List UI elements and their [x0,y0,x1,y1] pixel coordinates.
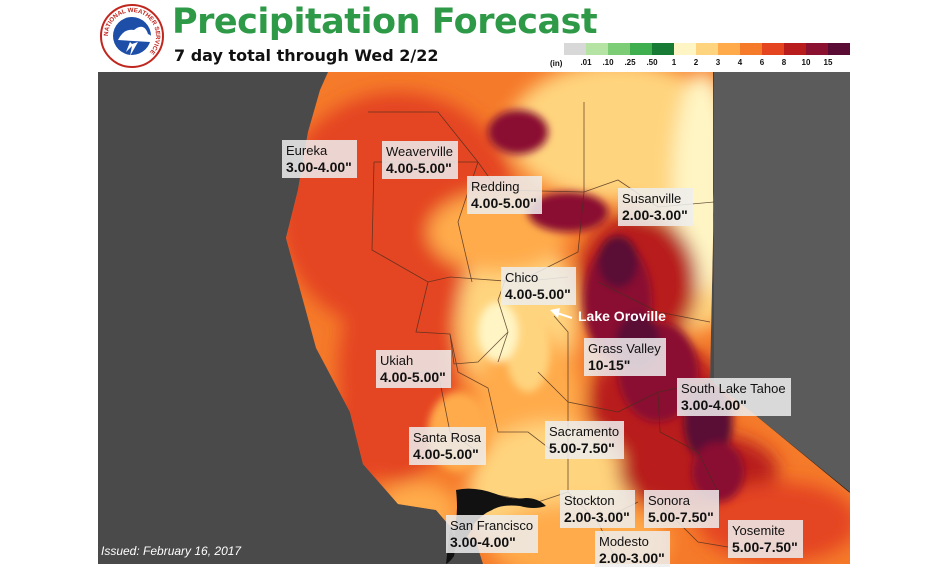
city-amount: 2.00-3.00" [599,550,665,566]
nws-logo: NATIONAL WEATHER SERVICE [100,4,164,68]
city-name: Sonora [648,493,690,508]
city-amount: 3.00-4.00" [450,534,516,550]
map-subtitle: 7 day total through Wed 2/22 [174,46,439,65]
legend-tick: 10 [801,58,811,67]
legend-tick: .10 [602,58,614,67]
bay-water [454,488,546,542]
legend-tick: 6 [759,58,765,67]
city-label-santa-rosa: Santa Rosa 4.00-5.00" [409,427,486,465]
issued-date: Issued: February 16, 2017 [101,544,242,558]
city-name: Santa Rosa [413,430,481,445]
city-amount: 10-15" [588,357,631,373]
city-name: Ukiah [380,353,414,368]
legend-tick: 1 [671,58,677,67]
city-label-stockton: Stockton 2.00-3.00" [560,490,635,528]
legend-swatch [806,43,828,55]
city-name: San Francisco [450,518,534,533]
legend-tick: 3 [715,58,721,67]
city-name: Eureka [286,143,328,158]
legend-swatch [784,43,806,55]
legend-swatch [696,43,718,55]
precip-map [98,72,850,564]
legend-tick: .50 [646,58,658,67]
city-amount: 4.00-5.00" [413,446,479,462]
legend-swatch [674,43,696,55]
city-name: Grass Valley [588,341,661,356]
legend-tick: 8 [781,58,787,67]
city-label-grass-valley: Grass Valley 10-15" [584,338,666,376]
header: NATIONAL WEATHER SERVICE Precipitation F… [0,0,940,72]
legend-swatch [740,43,762,55]
city-amount: 4.00-5.00" [380,369,446,385]
legend-tick: 4 [737,58,743,67]
city-label-susanville: Susanville 2.00-3.00" [618,188,693,226]
lake-oroville-callout: Lake Oroville [578,308,666,324]
city-amount: 2.00-3.00" [622,207,688,223]
city-amount: 2.00-3.00" [564,509,630,525]
city-label-yosemite: Yosemite 5.00-7.50" [728,520,803,558]
city-label-sonora: Sonora 5.00-7.50" [644,490,719,528]
map-shading [98,72,850,564]
legend-swatch [564,43,586,55]
city-label-south-lake-tahoe: South Lake Tahoe 3.00-4.00" [677,378,791,416]
legend-swatch [586,43,608,55]
city-name: Redding [471,179,520,194]
city-amount: 5.00-7.50" [648,509,714,525]
city-amount: 3.00-4.00" [286,159,352,175]
city-amount: 5.00-7.50" [549,440,615,456]
city-amount: 3.00-4.00" [681,397,747,413]
city-amount: 5.00-7.50" [732,539,798,555]
legend-unit: (in) [550,59,563,68]
city-amount: 4.00-5.00" [471,195,537,211]
city-label-eureka: Eureka 3.00-4.00" [282,140,357,178]
legend-swatch [718,43,740,55]
city-label-sacramento: Sacramento 5.00-7.50" [545,421,625,459]
city-label-chico: Chico 4.00-5.00" [501,267,576,305]
legend-tick: .01 [580,58,592,67]
city-label-modesto: Modesto 2.00-3.00" [595,531,670,567]
city-label-weaverville: Weaverville 4.00-5.00" [382,141,458,179]
city-name: Sacramento [549,424,620,439]
legend-tick: 15 [823,58,833,67]
city-name: Stockton [564,493,615,508]
legend-swatch [652,43,674,55]
city-label-redding: Redding 4.00-5.00" [467,176,542,214]
city-label-ukiah: Ukiah 4.00-5.00" [376,350,451,388]
city-name: Modesto [599,534,649,549]
city-name: Weaverville [386,144,453,159]
city-amount: 4.00-5.00" [505,286,571,302]
map-title: Precipitation Forecast [172,2,598,42]
legend-swatch [828,43,850,55]
legend-swatch [630,43,652,55]
city-label-san-francisco: San Francisco 3.00-4.00" [446,515,539,553]
callout-arrowhead [550,308,560,318]
precip-legend: (in) .01 .10 .25 .50 1 2 3 4 6 8 10 15 [550,43,850,71]
city-amount: 4.00-5.00" [386,160,452,176]
legend-tick: 2 [693,58,699,67]
city-name: Susanville [622,191,682,206]
city-name: South Lake Tahoe [681,381,786,396]
legend-swatch [608,43,630,55]
city-name: Yosemite [732,523,785,538]
city-name: Chico [505,270,539,285]
legend-tick: .25 [624,58,636,67]
legend-swatch [762,43,784,55]
